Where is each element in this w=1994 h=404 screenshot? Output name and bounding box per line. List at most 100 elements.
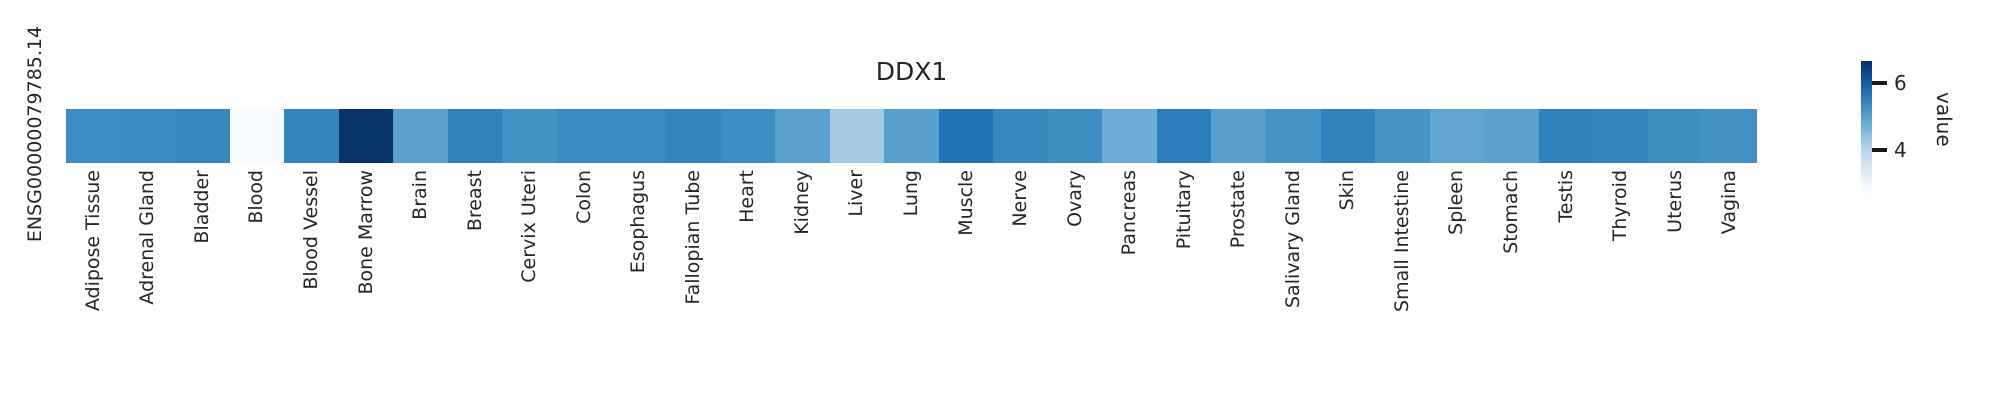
x-tick-label: Pancreas — [1102, 170, 1157, 404]
x-tick-label: Heart — [721, 170, 776, 404]
heatmap-cell — [1266, 109, 1321, 163]
x-tick-label: Bladder — [175, 170, 230, 404]
x-tick-label-text: Breast — [463, 170, 486, 232]
x-tick-label: Kidney — [775, 170, 830, 404]
heatmap-cell — [1593, 109, 1648, 163]
x-tick-label-text: Pituitary — [1172, 170, 1195, 250]
heatmap-cell — [1375, 109, 1430, 163]
x-tick-label: Uterus — [1648, 170, 1703, 404]
heatmap-cell — [884, 109, 939, 163]
heatmap-cell — [1484, 109, 1539, 163]
row-label-text: ENSG00000079785.14 — [24, 25, 46, 243]
x-tick-label-text: Stomach — [1499, 170, 1522, 254]
colorbar-axis-label-text: value — [1932, 92, 1956, 147]
heatmap-cell — [229, 109, 285, 163]
x-tick-label-text: Lung — [899, 170, 922, 217]
x-tick-label: Bone Marrow — [339, 170, 394, 404]
x-tick-label-text: Bone Marrow — [354, 170, 377, 295]
colorbar-tick-label-4: 4 — [1894, 138, 1907, 162]
heatmap-cell — [720, 109, 776, 163]
x-tick-label: Cervix Uteri — [502, 170, 557, 404]
heatmap-cell — [284, 109, 339, 163]
x-tick-label: Liver — [830, 170, 885, 404]
x-tick-label-text: Salivary Gland — [1281, 170, 1304, 308]
x-tick-label-text: Esophagus — [627, 170, 650, 274]
x-tick-label-text: Ovary — [1063, 170, 1086, 227]
x-tick-label-text: Kidney — [790, 170, 813, 235]
x-tick-label-text: Colon — [572, 170, 595, 224]
heatmap-cell — [175, 109, 230, 163]
heatmap-cell — [1156, 109, 1212, 163]
x-tick-label: Vagina — [1702, 170, 1757, 404]
x-tick-label: Adrenal Gland — [121, 170, 176, 404]
x-tick-label: Breast — [448, 170, 503, 404]
x-tick-label-text: Skin — [1336, 170, 1359, 211]
heatmap-cell — [1647, 109, 1703, 163]
heatmap-cell — [1102, 109, 1157, 163]
x-tick-label: Small Intestine — [1375, 170, 1430, 404]
heatmap-row — [66, 109, 1757, 163]
colorbar-extend-min-tip — [1861, 188, 1872, 207]
x-tick-label-text: Pancreas — [1118, 170, 1141, 256]
x-tick-label: Skin — [1321, 170, 1376, 404]
x-tick-label: Thyroid — [1593, 170, 1648, 404]
heatmap-cell — [775, 109, 830, 163]
x-tick-label-text: Vagina — [1718, 170, 1741, 235]
x-tick-label: Salivary Gland — [1266, 170, 1321, 404]
x-tick-label-text: Adrenal Gland — [136, 170, 159, 305]
heatmap-cell — [1702, 109, 1757, 163]
heatmap-cell — [938, 109, 994, 163]
x-tick-label: Blood — [230, 170, 285, 404]
x-tick-label: Brain — [393, 170, 448, 404]
x-tick-label-text: Fallopian Tube — [681, 170, 704, 305]
heatmap-cell — [556, 109, 612, 163]
x-tick-label-text: Blood Vessel — [299, 170, 322, 290]
x-tick-label: Blood Vessel — [284, 170, 339, 404]
x-tick-label-text: Prostate — [1227, 170, 1250, 249]
heatmap-cell — [338, 109, 394, 163]
heatmap-cell — [1047, 109, 1103, 163]
x-tick-label: Spleen — [1430, 170, 1485, 404]
heatmap-cell — [502, 109, 557, 163]
x-tick-label: Lung — [884, 170, 939, 404]
heatmap-cell — [1429, 109, 1485, 163]
x-tick-label-text: Liver — [845, 170, 868, 217]
heatmap-cell — [611, 109, 667, 163]
heatmap-cell — [993, 109, 1048, 163]
colorbar-tick-label-6: 6 — [1894, 71, 1907, 95]
x-tick-label-text: Testis — [1554, 170, 1577, 223]
x-tick-label: Prostate — [1211, 170, 1266, 404]
x-tick-label-text: Heart — [736, 170, 759, 223]
x-tick-label-text: Adipose Tissue — [81, 170, 104, 312]
heatmap-cell — [666, 109, 721, 163]
heatmap-cell — [1320, 109, 1376, 163]
y-axis-row-label: ENSG00000079785.14 — [24, 25, 46, 246]
x-tick-label-text: Spleen — [1445, 170, 1468, 235]
chart-title: DDX1 — [875, 57, 948, 86]
colorbar-tick-mark-4 — [1872, 148, 1887, 152]
heatmap-cell — [120, 109, 176, 163]
heatmap-cell — [1538, 109, 1594, 163]
heatmap-cell — [1211, 109, 1267, 163]
heatmap-cell — [66, 109, 121, 163]
colorbar-gradient — [1861, 61, 1872, 188]
x-tick-label-text: Small Intestine — [1390, 170, 1413, 312]
x-tick-label-text: Cervix Uteri — [518, 170, 541, 283]
colorbar-axis-label: value — [1932, 92, 1956, 151]
x-tick-label-text: Blood — [245, 170, 268, 224]
x-tick-label: Nerve — [993, 170, 1048, 404]
x-tick-label: Ovary — [1048, 170, 1103, 404]
x-tick-label-text: Uterus — [1663, 170, 1686, 233]
x-tick-label-text: Thyroid — [1609, 170, 1632, 242]
heatmap-cell — [829, 109, 885, 163]
x-tick-label: Muscle — [939, 170, 994, 404]
x-tick-label-text: Brain — [409, 170, 432, 220]
x-tick-label: Colon — [557, 170, 612, 404]
x-tick-label: Esophagus — [611, 170, 666, 404]
x-axis-tick-labels: Adipose Tissue Adrenal Gland Bladder Blood B… — [66, 170, 1757, 404]
x-tick-label: Testis — [1539, 170, 1594, 404]
x-tick-label: Stomach — [1484, 170, 1539, 404]
heatmap-cell — [393, 109, 448, 163]
x-tick-label-text: Bladder — [190, 170, 213, 244]
